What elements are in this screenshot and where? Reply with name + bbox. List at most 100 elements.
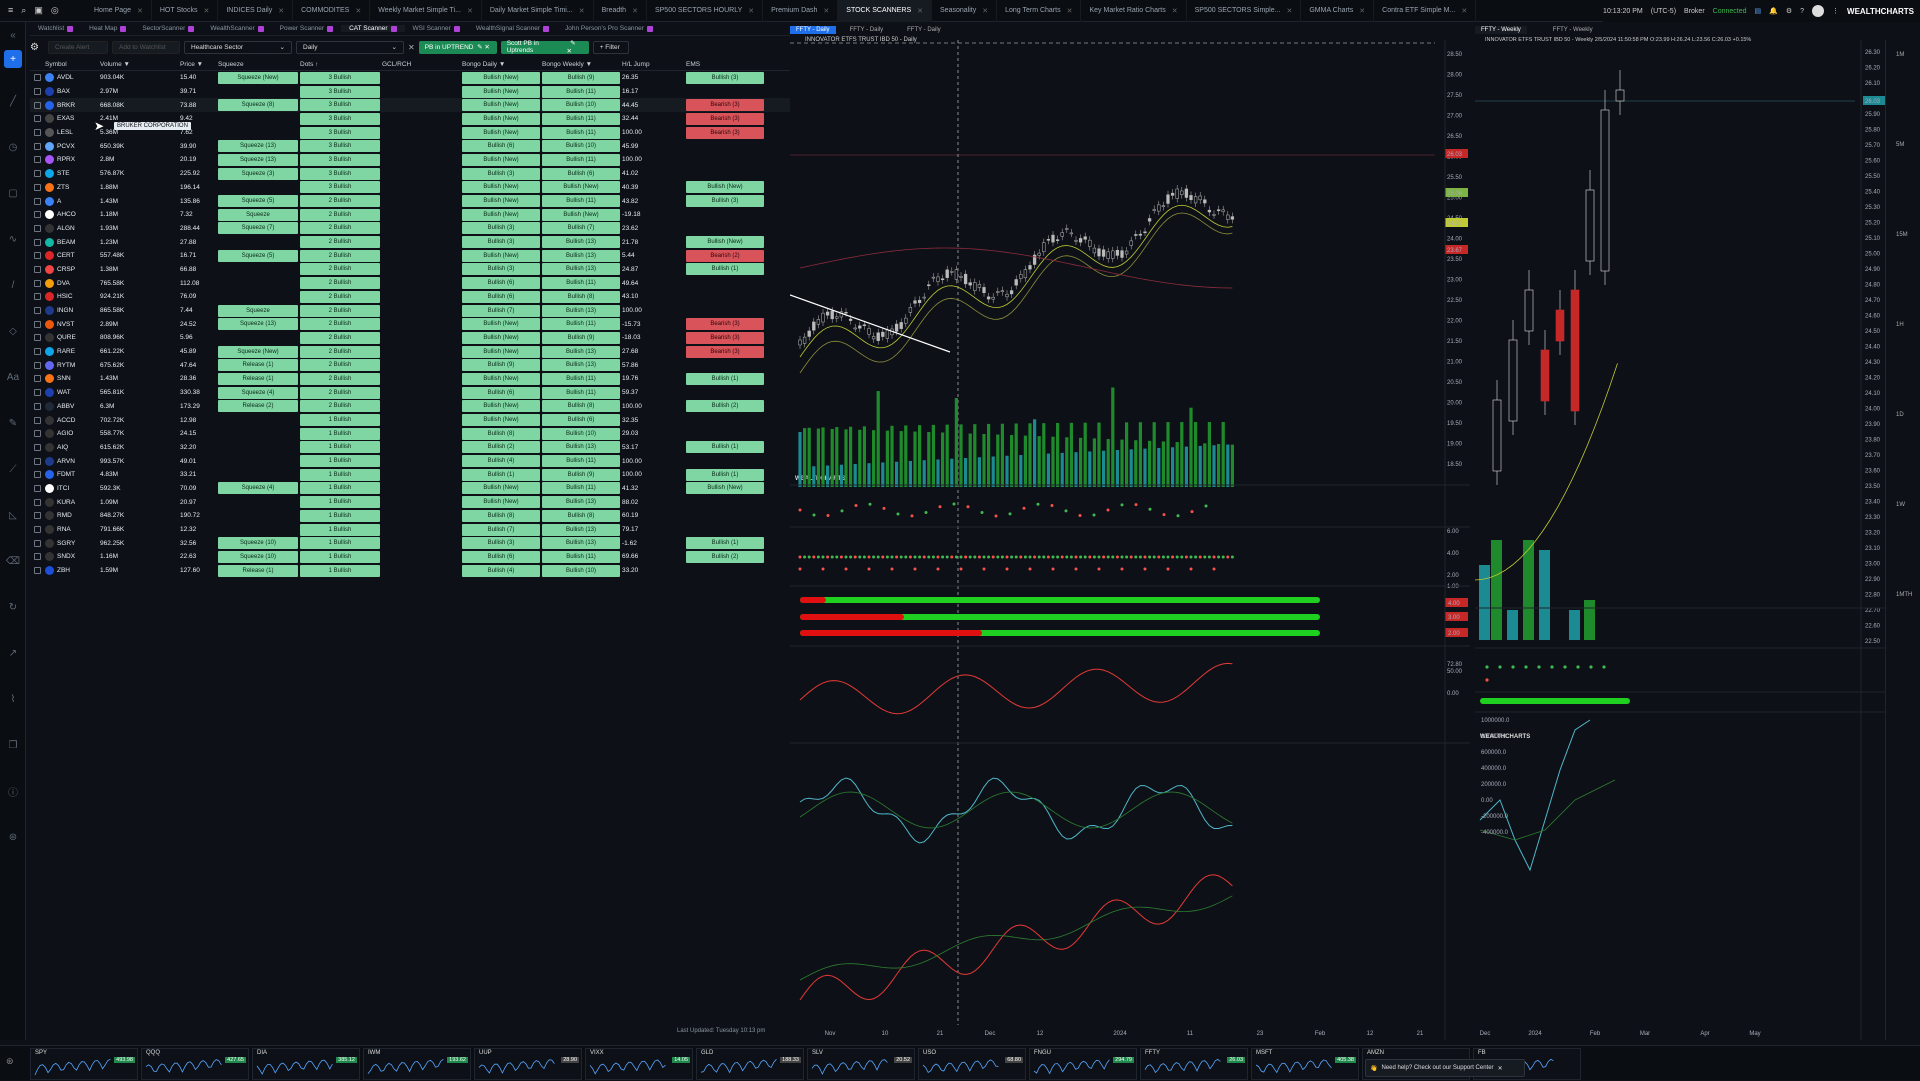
table-row[interactable]: QURE 808.96K 5.96 2 Bullish Bullish (New) Bul… — [30, 331, 790, 345]
close-icon[interactable]: ✕ — [823, 7, 830, 15]
mini-chart-dia[interactable]: DIA 385.12 — [252, 1048, 360, 1080]
top-tab[interactable]: Weekly Market Simple Ti... ✕ — [370, 0, 482, 22]
sub-tab[interactable]: WSI Scanner — [405, 25, 468, 32]
table-row[interactable]: RMD 848.27K 190.72 1 Bullish Bullish (8) Bull… — [30, 509, 790, 523]
table-row[interactable]: KURA 1.09M 20.97 1 Bullish Bullish (New) Bull… — [30, 495, 790, 509]
symbol-cell[interactable]: ITCI — [57, 485, 70, 493]
row-checkbox[interactable] — [34, 224, 41, 232]
close-icon[interactable]: ✕ — [355, 7, 362, 15]
col-volume[interactable]: Volume ▼ — [100, 60, 130, 68]
gear-icon[interactable]: ⚙ — [1785, 8, 1793, 15]
mini-chart-uso[interactable]: USO 68.80 — [918, 1048, 1026, 1080]
avatar[interactable] — [1812, 5, 1825, 17]
col-bongo-weekly[interactable]: Bongo Weekly ▼ — [542, 60, 593, 68]
symbol-cell[interactable]: NVST — [57, 320, 75, 328]
col-symbol[interactable]: Symbol — [45, 60, 67, 68]
clear-icon[interactable]: ✕ — [408, 42, 415, 52]
row-checkbox[interactable] — [34, 348, 41, 356]
scan-scott-pb-button[interactable]: Scott PB in Uptrends ✎ ✕ — [500, 40, 589, 55]
table-row[interactable]: ALGN 1.93M 288.44 Squeeze (7) 2 Bullish Bulli… — [30, 222, 790, 236]
info-icon[interactable]: ⓘ — [8, 787, 18, 799]
symbol-cell[interactable]: AIQ — [57, 444, 69, 452]
symbol-cell[interactable]: LESL — [57, 129, 73, 137]
row-checkbox[interactable] — [34, 101, 41, 109]
refresh-icon[interactable]: ↻ — [8, 601, 18, 613]
col-ems[interactable]: EMS — [686, 60, 701, 68]
mini-chart-slv[interactable]: SLV 20.52 — [807, 1048, 915, 1080]
symbol-cell[interactable]: ZTS — [57, 184, 70, 192]
trend-icon[interactable]: ↗ — [8, 647, 18, 659]
table-row[interactable]: BAX 2.97M 39.71 3 Bullish Bullish (New) Bulli… — [30, 85, 790, 99]
symbol-cell[interactable]: RARE — [57, 348, 76, 356]
settings-gear-icon[interactable]: ⚙ — [30, 41, 39, 53]
table-row[interactable]: RNA 791.66K 12.32 1 Bullish Bullish (7) Bulli… — [30, 523, 790, 537]
row-checkbox[interactable] — [34, 430, 41, 438]
table-row[interactable]: PCVX 650.39K 39.90 Squeeze (13) 3 Bullish Bul… — [30, 139, 790, 153]
daily-tab-2[interactable]: FFTY - Daily — [849, 27, 884, 33]
row-checkbox[interactable] — [34, 361, 41, 369]
mini-chart-qqq[interactable]: QQQ 427.65 — [141, 1048, 249, 1080]
col-dots[interactable]: Dots ↑ — [300, 60, 319, 68]
symbol-cell[interactable]: AGIO — [57, 430, 74, 438]
ruler-icon[interactable]: ⟋ — [9, 463, 17, 475]
close-icon[interactable]: ✕ — [748, 7, 755, 15]
table-row[interactable]: AIQ 615.62K 32.20 1 Bullish Bullish (2) Bulli… — [30, 441, 790, 455]
mini-chart-vixx[interactable]: VIXX 14.05 — [585, 1048, 693, 1080]
top-tab[interactable]: Key Market Ratio Charts ✕ — [1081, 0, 1187, 22]
symbol-cell[interactable]: BAX — [57, 88, 71, 96]
mini-chart-gld[interactable]: GLD 188.33 — [696, 1048, 804, 1080]
close-icon[interactable]: ✕ — [1359, 7, 1366, 15]
row-checkbox[interactable] — [34, 416, 41, 424]
scan-pb-uptrend-button[interactable]: PB in UPTREND ✎ ✕ — [418, 40, 497, 54]
top-tab[interactable]: INDICES Daily ✕ — [218, 0, 294, 22]
layout-icon[interactable]: ▣ — [34, 5, 43, 15]
symbol-cell[interactable]: ALGN — [57, 225, 75, 233]
top-tab[interactable]: HOT Stocks ✕ — [152, 0, 219, 22]
close-icon[interactable]: ✕ — [1497, 1065, 1503, 1072]
line-icon[interactable]: / — [11, 279, 15, 291]
zigzag-icon[interactable]: ⌇ — [10, 693, 16, 705]
weekly-tab-1[interactable]: FFTY - Weekly — [1475, 26, 1527, 34]
symbol-cell[interactable]: SGRY — [57, 539, 76, 547]
draw-tool-icon[interactable]: ╱ — [9, 95, 17, 107]
row-checkbox[interactable] — [34, 142, 41, 150]
row-checkbox[interactable] — [34, 320, 41, 328]
symbol-cell[interactable]: AVDL — [57, 74, 74, 82]
table-row[interactable]: NVST 2.89M 24.52 Squeeze (13) 2 Bullish Bulli… — [30, 317, 790, 331]
row-checkbox[interactable] — [34, 484, 41, 492]
sub-tab[interactable]: SectorScanner — [134, 25, 202, 32]
row-checkbox[interactable] — [34, 307, 41, 315]
weekly-tab-2[interactable]: FFTY - Weekly — [1552, 27, 1593, 33]
table-row[interactable]: ZBH 1.59M 127.60 Release (1) 1 Bullish Bullis… — [30, 564, 790, 578]
filter-button[interactable]: + Filter — [592, 40, 629, 54]
col-bongo-daily[interactable]: Bongo Daily ▼ — [462, 60, 506, 68]
add-watchlist-button[interactable]: Add to Watchlist — [112, 40, 180, 54]
table-row[interactable]: ABBV 6.3M 173.29 Release (2) 2 Bullish Bullis… — [30, 400, 790, 414]
row-checkbox[interactable] — [34, 443, 41, 451]
timeframe-button[interactable]: 5M — [1896, 142, 1905, 148]
close-icon[interactable]: ✕ — [1066, 7, 1073, 15]
table-row[interactable]: AHCO 1.18M 7.32 Squeeze 2 Bullish Bullish (Ne… — [30, 208, 790, 222]
symbol-cell[interactable]: RMD — [57, 512, 72, 520]
timeframe-select[interactable]: Daily ⌄ — [296, 40, 404, 54]
row-checkbox[interactable] — [34, 265, 41, 273]
close-icon[interactable]: ✕ — [1171, 7, 1178, 15]
table-row[interactable]: A 1.43M 135.86 Squeeze (5) 2 Bullish Bullish … — [30, 194, 790, 208]
row-checkbox[interactable] — [34, 115, 41, 123]
row-checkbox[interactable] — [34, 457, 41, 465]
table-row[interactable]: EXAS 2.41M 9.42 3 Bullish Bullish (New) Bulli… — [30, 112, 790, 126]
pen-icon[interactable]: ✎ — [8, 417, 18, 429]
symbol-cell[interactable]: BRKR — [57, 101, 76, 109]
table-row[interactable]: ITCI 592.3K 70.09 Squeeze (4) 1 Bullish Bulli… — [30, 482, 790, 496]
mini-chart-iwm[interactable]: IWM 193.62 — [363, 1048, 471, 1080]
table-row[interactable]: ARVN 993.57K 49.01 1 Bullish Bullish (4) Bull… — [30, 454, 790, 468]
bell-icon[interactable]: 🔔 — [1769, 8, 1778, 15]
table-row[interactable]: RPRX 2.8M 20.19 Squeeze (13) 3 Bullish Bullis… — [30, 153, 790, 167]
sub-tab[interactable]: WealthScanner — [202, 25, 271, 32]
daily-tab-1[interactable]: FFTY - Daily — [790, 26, 836, 34]
chart-icon[interactable]: ∿ — [8, 233, 18, 245]
sub-tab[interactable]: John Person's Pro Scanner — [557, 25, 661, 32]
symbol-cell[interactable]: ZBH — [57, 567, 70, 575]
row-checkbox[interactable] — [34, 471, 41, 479]
symbol-cell[interactable]: SNDX — [57, 553, 76, 561]
